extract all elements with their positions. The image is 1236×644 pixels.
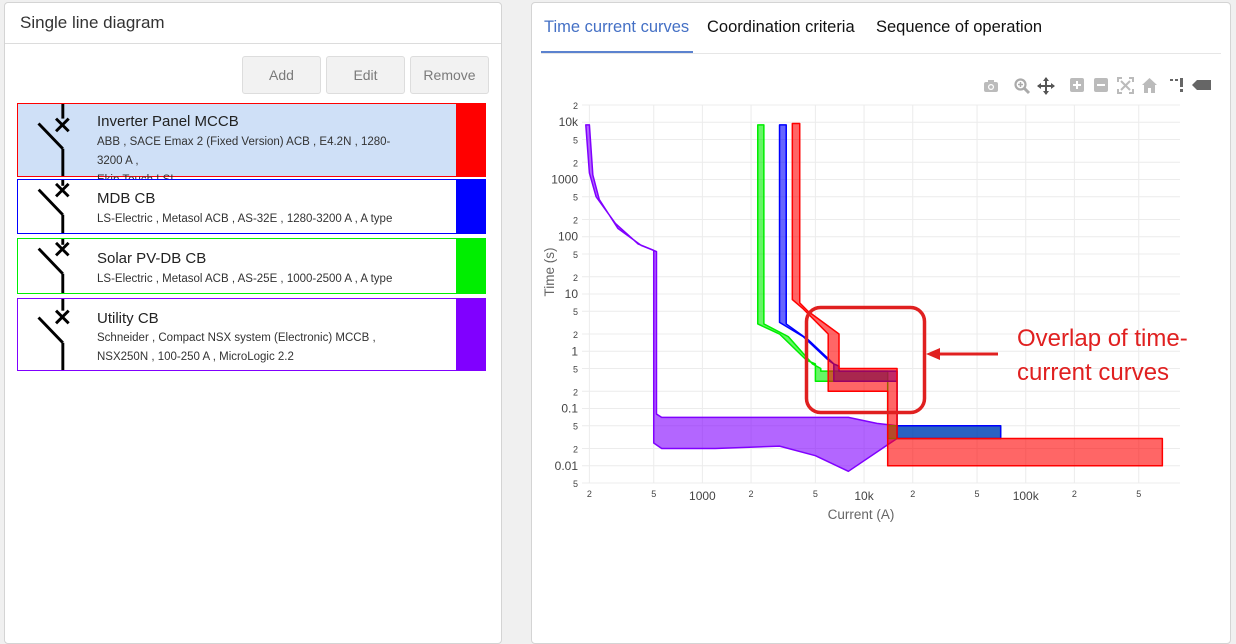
y-tick-label: 2 [573,330,578,340]
tab-coordination-criteria[interactable]: Coordination criteria [707,18,855,36]
breaker-symbol-icon [37,180,70,233]
reset-axes-icon[interactable] [1141,77,1158,94]
y-tick-label: 5 [573,364,578,374]
device-name: Utility CB [97,310,159,327]
panel-header: Single line diagram [5,3,501,44]
y-tick-label: 1000 [551,172,578,186]
device-solar-pv-db-cb[interactable]: Solar PV-DB CB LS-Electric , Metasol ACB… [17,238,486,294]
annotation-text: Overlap of time-current curves [1017,325,1188,386]
y-tick-label: 2 [573,387,578,397]
device-description: Schneider , Compact NSX system (Electron… [97,332,376,363]
zoom-in-icon[interactable] [1069,77,1085,93]
x-tick-label: 2 [1072,489,1077,499]
device-name: Inverter Panel MCCB [97,113,239,130]
hover-compare-icon[interactable] [1192,77,1212,94]
tab-time-current-curves[interactable]: Time current curves [544,18,690,36]
active-tab-indicator [541,51,693,53]
y-tick-label: 5 [573,307,578,317]
x-tick-label: 5 [651,489,656,499]
x-tick-label: 1000 [689,489,716,503]
panel-title: Single line diagram [20,13,165,32]
pan-icon[interactable] [1037,77,1055,95]
device-color-swatch [456,239,485,293]
device-utility-cb[interactable]: Utility CB Schneider , Compact NSX syste… [17,298,486,371]
y-axis-title: Time (s) [542,248,557,297]
device-color-swatch [456,180,485,233]
y-tick-label: 2 [573,216,578,226]
y-tick-label: 5 [573,422,578,432]
autoscale-icon[interactable] [1117,77,1134,94]
y-tick-label: 5 [573,479,578,489]
device-mdb-cb[interactable]: MDB CB LS-Electric , Metasol ACB , AS-32… [17,179,486,234]
device-inverter-panel-mccb[interactable]: Inverter Panel MCCB ABB , SACE Emax 2 (F… [17,103,486,186]
remove-button[interactable]: Remove [410,56,489,94]
camera-icon[interactable] [982,77,1000,95]
y-tick-label: 100 [558,230,578,244]
y-tick-label: 0.1 [561,402,578,416]
x-tick-label: 2 [910,489,915,499]
device-color-swatch [456,299,485,370]
device-description: LS-Electric , Metasol ACB , AS-25E , 100… [97,273,393,285]
x-axis-title: Current (A) [828,507,895,522]
y-tick-label: 5 [573,193,578,203]
x-tick-label: 100k [1013,489,1040,503]
device-name: MDB CB [97,190,156,207]
y-tick-label: 2 [573,158,578,168]
y-tick-label: 2 [573,445,578,455]
x-tick-label: 2 [749,489,754,499]
zoom-icon[interactable] [1013,77,1031,95]
y-tick-label: 1 [571,344,578,358]
time-current-curves-chart[interactable]: 2 5 1000 2 5 10k 2 5 100k 2 5210k52100052100521052… [532,83,1230,543]
tabs-divider [541,53,1221,54]
y-tick-label: 0.01 [555,459,579,473]
device-description: LS-Electric , Metasol ACB , AS-32E , 128… [97,213,393,225]
edit-button[interactable]: Edit [326,56,405,94]
x-tick-label: 5 [813,489,818,499]
single-line-diagram-panel: Single line diagram Add Edit Remove Inve… [4,2,502,644]
y-tick-label: 2 [573,273,578,283]
zoom-out-icon[interactable] [1093,77,1109,93]
y-tick-label: 5 [573,250,578,260]
curve-band-utility-cb [585,124,898,473]
x-tick-label: 2 [587,489,592,499]
x-tick-label: 5 [975,489,980,499]
device-color-swatch [456,104,485,176]
y-tick-label: 10 [565,287,579,301]
add-button[interactable]: Add [242,56,321,94]
x-tick-label: 5 [1136,489,1141,499]
tab-sequence-of-operation[interactable]: Sequence of operation [876,18,1043,36]
x-tick-label: 10k [854,489,874,503]
y-tick-label: 10k [559,115,579,129]
device-name: Solar PV-DB CB [97,250,207,267]
breaker-symbol-icon [37,299,70,370]
breaker-symbol-icon [37,104,70,176]
spike-lines-icon[interactable] [1170,77,1184,94]
y-tick-label: 2 [573,101,578,111]
y-tick-label: 5 [573,135,578,145]
breaker-symbol-icon [37,239,70,293]
